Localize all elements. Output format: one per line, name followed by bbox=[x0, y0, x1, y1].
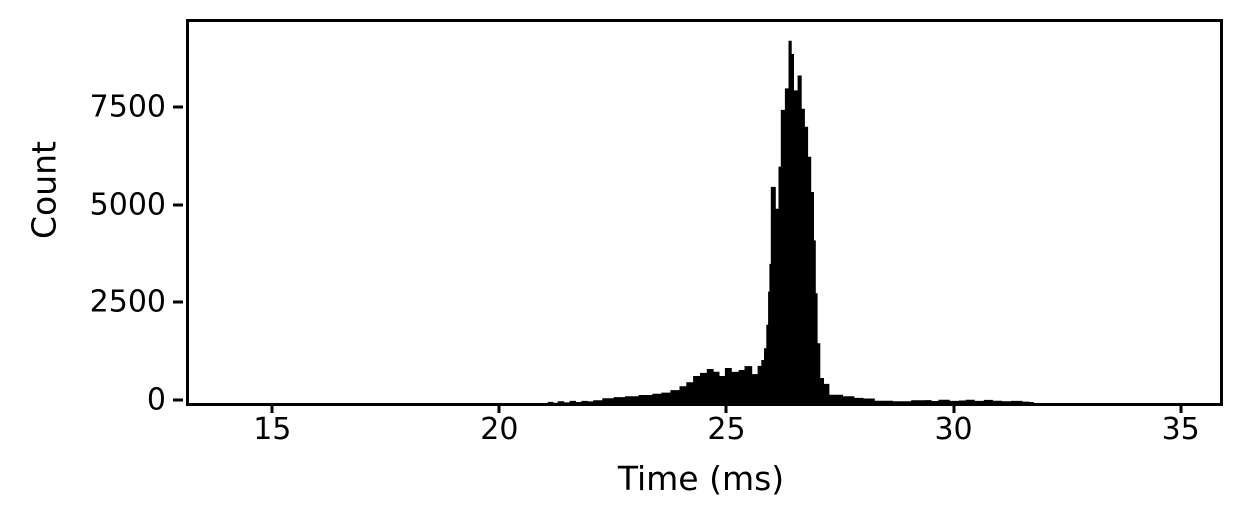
histogram-svg bbox=[543, 40, 1034, 403]
x-tick-label: 30 bbox=[934, 412, 973, 447]
plot-area bbox=[186, 19, 1223, 406]
y-tick-label: 5000 bbox=[89, 187, 166, 223]
x-tick-label: 25 bbox=[707, 412, 746, 447]
y-tick-label: 7500 bbox=[89, 89, 166, 125]
y-tick-mark bbox=[173, 105, 183, 109]
y-tick-mark bbox=[173, 300, 183, 304]
y-axis-label: Count bbox=[24, 140, 64, 239]
x-tick-mark bbox=[270, 403, 274, 413]
x-tick-mark bbox=[724, 403, 728, 413]
histogram-series-path bbox=[543, 40, 1034, 403]
y-tick-label: 2500 bbox=[89, 284, 166, 320]
y-tick-mark bbox=[173, 398, 183, 402]
y-tick-label: 0 bbox=[146, 382, 166, 418]
x-tick-mark bbox=[1179, 403, 1183, 413]
x-axis-label: Time (ms) bbox=[617, 459, 785, 498]
y-tick-mark bbox=[173, 203, 183, 207]
x-tick-mark bbox=[497, 403, 501, 413]
x-tick-label: 15 bbox=[253, 412, 292, 447]
x-tick-label: 35 bbox=[1161, 412, 1200, 447]
x-tick-label: 20 bbox=[480, 412, 519, 447]
x-tick-mark bbox=[952, 403, 956, 413]
